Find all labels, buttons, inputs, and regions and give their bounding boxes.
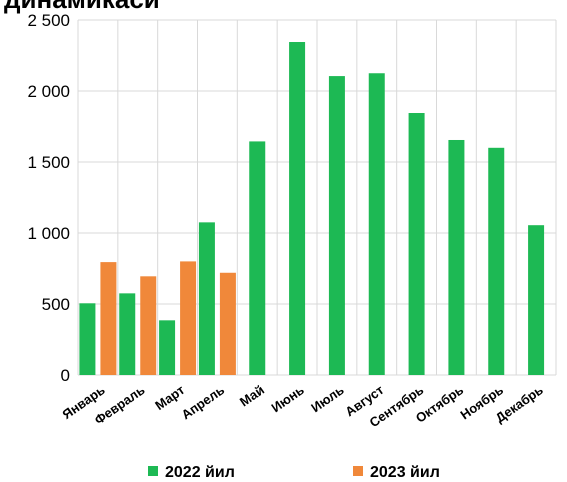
bar — [219, 272, 236, 375]
y-tick-label: 2 000 — [27, 82, 70, 101]
y-axis-ticks: 0 500 1 000 1 500 2 000 2 500 — [27, 11, 70, 385]
legend-swatch — [353, 466, 363, 476]
bar — [289, 42, 306, 375]
bar — [119, 293, 136, 375]
x-tick-label: Июнь — [268, 382, 306, 415]
legend-label: 2022 йил — [165, 464, 235, 481]
y-tick-label: 1 000 — [27, 224, 70, 243]
y-tick-label: 500 — [42, 295, 70, 314]
bar — [180, 261, 197, 375]
chart-title: динамикаси — [4, 0, 160, 15]
bars — [79, 42, 545, 375]
bar — [140, 276, 157, 375]
bar — [328, 76, 345, 375]
bar — [249, 141, 266, 375]
legend-label: 2023 йил — [370, 464, 440, 481]
bar — [448, 139, 465, 375]
x-tick-label: Июль — [308, 382, 346, 415]
bar — [408, 113, 425, 375]
bar — [488, 147, 505, 375]
legend-swatch — [148, 466, 158, 476]
x-tick-label: Май — [237, 382, 267, 409]
bar — [159, 320, 176, 375]
bar — [368, 73, 385, 375]
bar — [100, 262, 117, 375]
gridlines — [77, 19, 557, 376]
bar — [79, 303, 96, 375]
y-tick-label: 0 — [61, 366, 70, 385]
y-tick-label: 1 500 — [27, 153, 70, 172]
x-tick-label: Апрель — [179, 382, 227, 422]
legend: 2022 йил 2023 йил — [148, 464, 440, 481]
y-tick-label: 2 500 — [27, 11, 70, 30]
bar — [198, 222, 215, 375]
bar — [528, 225, 545, 375]
